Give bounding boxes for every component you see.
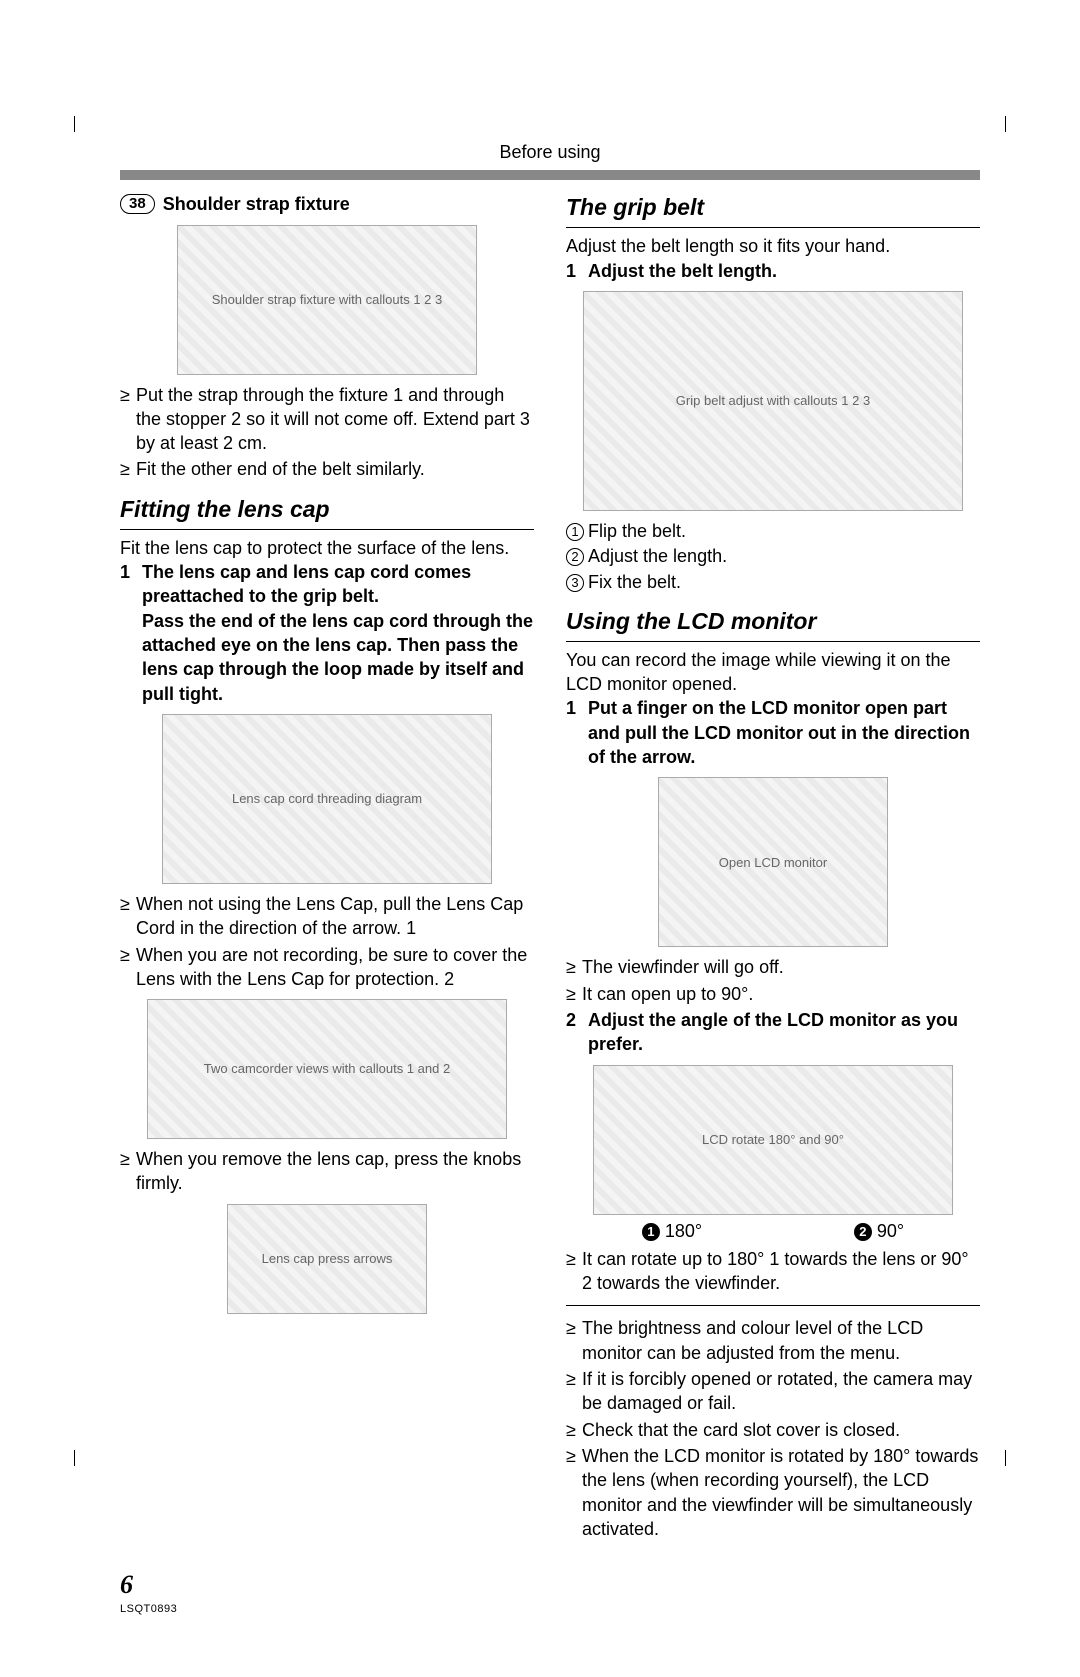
document-code: LSQT0893 (120, 1602, 980, 1617)
figure-lens-cap-press: Lens cap press arrows (120, 1204, 534, 1314)
step-number: 1 (566, 696, 580, 769)
right-column: The grip belt Adjust the belt length so … (566, 192, 980, 1543)
bullet-list: The viewfinder will go off. It can open … (566, 955, 980, 1006)
bullet-item: The brightness and colour level of the L… (566, 1316, 980, 1365)
illustration-placeholder: Two camcorder views with callouts 1 and … (147, 999, 507, 1139)
circle-number-icon: 1 (566, 523, 584, 541)
step-number: 1 (120, 560, 134, 706)
list-item: 2Adjust the length. (566, 544, 980, 568)
section-intro: Adjust the belt length so it fits your h… (566, 234, 980, 258)
angle-value: 90° (877, 1221, 904, 1241)
bullet-item: If it is forcibly opened or rotated, the… (566, 1367, 980, 1416)
angle-label: 1 180° (642, 1219, 702, 1243)
bullet-item: Fit the other end of the belt similarly. (120, 457, 534, 481)
section-intro: Fit the lens cap to protect the surface … (120, 536, 534, 560)
step-text: Adjust the angle of the LCD monitor as y… (588, 1008, 980, 1057)
illustration-placeholder: LCD rotate 180° and 90° (593, 1065, 953, 1215)
step-text: Put a finger on the LCD monitor open par… (588, 696, 980, 769)
left-column: 38 Shoulder strap fixture Shoulder strap… (120, 192, 534, 1543)
step-text: The lens cap and lens cap cord comes pre… (142, 560, 534, 706)
list-text: Flip the belt. (588, 521, 686, 541)
step-row: 1 Put a finger on the LCD monitor open p… (566, 696, 980, 769)
list-item: 3Fix the belt. (566, 570, 980, 594)
bullet-item: Put the strap through the fixture 1 and … (120, 383, 534, 456)
step-row: 1 The lens cap and lens cap cord comes p… (120, 560, 534, 706)
figure-lcd-open: Open LCD monitor (566, 777, 980, 947)
chapter-title: Before using (120, 140, 980, 164)
figure-grip-belt: Grip belt adjust with callouts 1 2 3 (566, 291, 980, 511)
step-number: 1 (566, 259, 580, 283)
header-bar (120, 170, 980, 180)
part-label: Shoulder strap fixture (163, 192, 350, 216)
step-number: 2 (566, 1008, 580, 1057)
illustration-placeholder: Shoulder strap fixture with callouts 1 2… (177, 225, 477, 375)
angle-labels: 1 180° 2 90° (566, 1219, 980, 1243)
crop-mark (74, 1450, 90, 1466)
bullet-list: It can rotate up to 180° 1 towards the l… (566, 1247, 980, 1296)
circle-number-icon: 2 (566, 548, 584, 566)
part-38-row: 38 Shoulder strap fixture (120, 192, 534, 216)
bullet-list: When you remove the lens cap, press the … (120, 1147, 534, 1196)
step-text: Adjust the belt length. (588, 259, 980, 283)
illustration-placeholder: Grip belt adjust with callouts 1 2 3 (583, 291, 963, 511)
crop-mark (74, 116, 90, 132)
crop-mark (990, 116, 1006, 132)
illustration-placeholder: Lens cap cord threading diagram (162, 714, 492, 884)
bullet-item: When you remove the lens cap, press the … (120, 1147, 534, 1196)
figure-lens-cord: Lens cap cord threading diagram (120, 714, 534, 884)
figure-lcd-rotate: LCD rotate 180° and 90° (566, 1065, 980, 1215)
part-number-pill: 38 (120, 194, 155, 214)
bullet-item: When not using the Lens Cap, pull the Le… (120, 892, 534, 941)
section-grip-belt: The grip belt (566, 192, 980, 228)
step-row: 2 Adjust the angle of the LCD monitor as… (566, 1008, 980, 1057)
crop-mark (990, 1450, 1006, 1466)
bullet-list: When not using the Lens Cap, pull the Le… (120, 892, 534, 991)
bullet-list: Put the strap through the fixture 1 and … (120, 383, 534, 482)
illustration-placeholder: Open LCD monitor (658, 777, 888, 947)
bullet-item: Check that the card slot cover is closed… (566, 1418, 980, 1442)
section-using-lcd: Using the LCD monitor (566, 606, 980, 642)
section-intro: You can record the image while viewing i… (566, 648, 980, 697)
figure-camcorder-views: Two camcorder views with callouts 1 and … (120, 999, 534, 1139)
bullet-item: When the LCD monitor is rotated by 180° … (566, 1444, 980, 1541)
angle-label: 2 90° (854, 1219, 904, 1243)
bullet-item: It can open up to 90°. (566, 982, 980, 1006)
numbered-circle-list: 1Flip the belt. 2Adjust the length. 3Fix… (566, 519, 980, 594)
figure-shoulder-strap: Shoulder strap fixture with callouts 1 2… (120, 225, 534, 375)
list-text: Adjust the length. (588, 546, 727, 566)
black-circle-icon: 1 (642, 1223, 660, 1241)
step-row: 1 Adjust the belt length. (566, 259, 980, 283)
section-fitting-lens-cap: Fitting the lens cap (120, 494, 534, 530)
bullet-item: It can rotate up to 180° 1 towards the l… (566, 1247, 980, 1296)
angle-value: 180° (665, 1221, 702, 1241)
bullet-item: When you are not recording, be sure to c… (120, 943, 534, 992)
black-circle-icon: 2 (854, 1223, 872, 1241)
list-item: 1Flip the belt. (566, 519, 980, 543)
bullet-list: The brightness and colour level of the L… (566, 1316, 980, 1541)
bullet-item: The viewfinder will go off. (566, 955, 980, 979)
list-text: Fix the belt. (588, 572, 681, 592)
circle-number-icon: 3 (566, 574, 584, 592)
divider (566, 1305, 980, 1306)
illustration-placeholder: Lens cap press arrows (227, 1204, 427, 1314)
page-number: 6 (120, 1567, 980, 1602)
